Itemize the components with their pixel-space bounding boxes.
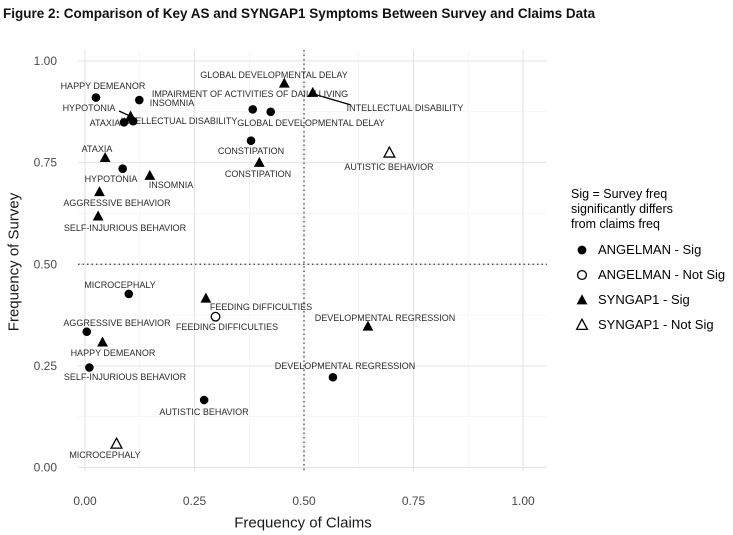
y-axis-title: Frequency of Survey xyxy=(5,192,23,332)
point-label-impairment-of-activities-of-daily-living: IMPAIRMENT OF ACTIVITIES OF DAILY LIVING xyxy=(152,89,348,99)
point-label-feeding-difficulties: FEEDING DIFFICULTIES xyxy=(176,322,278,332)
label-leader-line xyxy=(316,94,352,106)
legend-item-label: SYNGAP1 - Sig xyxy=(598,292,690,307)
point-syngap1-sig-developmental-regression xyxy=(362,320,374,331)
point-label-self-injurious-behavior: SELF-INJURIOUS BEHAVIOR xyxy=(64,223,187,233)
legend: Sig = Survey freq significantly differs … xyxy=(571,187,731,337)
point-label-hypotonia: HYPOTONIA xyxy=(63,103,116,113)
point-angelman-sig-insomnia xyxy=(135,95,144,105)
point-label-ataxia: ATAXIA xyxy=(82,144,113,154)
point-label-aggressive-behavior: AGGRESSIVE BEHAVIOR xyxy=(63,318,171,328)
point-syngap1-sig-global-developmental-delay xyxy=(278,77,290,88)
point-angelman-sig-developmental-regression xyxy=(328,372,338,382)
x-tick-label: 0.50 xyxy=(292,494,316,508)
point-label-developmental-regression: DEVELOPMENTAL REGRESSION xyxy=(315,313,456,323)
point-label-happy-demeanor: HAPPY DEMEANOR xyxy=(61,81,146,91)
point-label-microcephaly: MICROCEPHALY xyxy=(84,280,155,290)
y-tick-label: 0.75 xyxy=(34,156,58,170)
filled-triangle-icon xyxy=(576,293,588,304)
point-label-constipation: CONSTIPATION xyxy=(225,169,291,179)
point-label-autistic-behavior: AUTISTIC BEHAVIOR xyxy=(159,407,249,417)
point-syngap1-sig-ataxia xyxy=(99,151,111,162)
point-label-constipation: CONSTIPATION xyxy=(218,146,284,156)
point-label-feeding-difficulties: FEEDING DIFFICULTIES xyxy=(210,302,312,312)
legend-note: Sig = Survey freq significantly differs … xyxy=(571,187,673,231)
legend-items: ANGELMAN - Sig ANGELMAN - Not Sig SYNGAP1 … xyxy=(571,237,731,337)
point-label-global-developmental-delay: GLOBAL DEVELOPMENTAL DELAY xyxy=(237,118,385,128)
point-syngap1-sig-hypotonia xyxy=(125,110,136,121)
point-angelman-sig-self-injurious-behavior xyxy=(85,363,94,372)
point-angelman-sig-aggressive-behavior xyxy=(82,327,92,337)
open-triangle-icon xyxy=(575,317,589,330)
legend-item-angelman-not-sig: ANGELMAN - Not Sig xyxy=(571,262,731,287)
filled-circle-icon xyxy=(577,245,587,254)
y-tick-label: 0.25 xyxy=(34,359,58,373)
point-label-intellectual-disability: INTELLECTUAL DISABILITY xyxy=(121,116,238,126)
point-label-microcephaly: MICROCEPHALY xyxy=(69,450,140,460)
legend-item-label: ANGELMAN - Sig xyxy=(598,242,702,257)
point-label-autistic-behavior: AUTISTIC BEHAVIOR xyxy=(344,162,434,172)
point-label-hypotonia: HYPOTONIA xyxy=(85,174,138,184)
open-circle-icon xyxy=(576,269,588,280)
point-label-insomnia: INSOMNIA xyxy=(149,180,194,190)
x-tick-label: 0.75 xyxy=(402,494,426,508)
point-angelman-sig-constipation xyxy=(246,136,256,145)
x-tick-label: 0.25 xyxy=(183,494,207,508)
point-syngap1-sig-happy-demeanor xyxy=(97,336,108,347)
point-label-ataxia: ATAXIA xyxy=(90,118,121,128)
y-tick-label: 0.00 xyxy=(34,461,58,475)
point-syngap1-sig-aggressive-behavior xyxy=(94,186,105,197)
point-label-intellectual-disability: INTELLECTUAL DISABILITY xyxy=(347,103,464,113)
point-label-insomnia: INSOMNIA xyxy=(150,98,195,108)
legend-item-syngap1-not-sig: SYNGAP1 - Not Sig xyxy=(571,312,731,337)
point-syngap1-sig-constipation xyxy=(253,156,265,167)
point-label-aggressive-behavior: AGGRESSIVE BEHAVIOR xyxy=(63,198,171,208)
point-angelman-sig-happy-demeanor xyxy=(91,93,101,102)
point-syngap1-sig-self-injurious-behavior xyxy=(92,210,104,221)
x-tick-label: 1.00 xyxy=(511,494,535,508)
point-angelman-sig-global-developmental-delay xyxy=(266,107,276,117)
point-angelman-sig-microcephaly xyxy=(124,289,134,299)
point-syngap1-sig-intellectual-disability xyxy=(307,86,319,97)
legend-item-label: ANGELMAN - Not Sig xyxy=(598,267,726,282)
point-angelman-sig-autistic-behavior xyxy=(199,395,209,405)
legend-item-angelman-sig: ANGELMAN - Sig xyxy=(571,237,731,262)
point-syngap1-sig-feeding-difficulties xyxy=(200,292,212,303)
point-angelman-not-sig-feeding-difficulties xyxy=(210,311,221,322)
legend-item-label: SYNGAP1 - Not Sig xyxy=(598,317,714,332)
point-angelman-sig-hypotonia xyxy=(118,164,127,174)
x-tick-label: 0.00 xyxy=(73,494,97,508)
point-syngap1-not-sig-microcephaly xyxy=(110,436,124,449)
point-angelman-sig-impairment-of-activities-of-daily-living xyxy=(248,105,258,114)
point-label-global-developmental-delay: GLOBAL DEVELOPMENTAL DELAY xyxy=(200,70,348,80)
point-label-self-injurious-behavior: SELF-INJURIOUS BEHAVIOR xyxy=(64,372,187,382)
figure-title: Figure 2: Comparison of Key AS and SYNGA… xyxy=(3,6,596,21)
point-syngap1-not-sig-autistic-behavior xyxy=(382,145,396,158)
y-tick-label: 1.00 xyxy=(34,54,58,68)
legend-item-syngap1-sig: SYNGAP1 - Sig xyxy=(571,287,731,312)
y-tick-label: 0.50 xyxy=(34,257,58,271)
point-syngap1-sig-insomnia xyxy=(144,169,156,180)
x-axis-title: Frequency of Claims xyxy=(234,514,372,532)
point-label-developmental-regression: DEVELOPMENTAL REGRESSION xyxy=(275,361,416,371)
point-label-happy-demeanor: HAPPY DEMEANOR xyxy=(71,348,156,358)
